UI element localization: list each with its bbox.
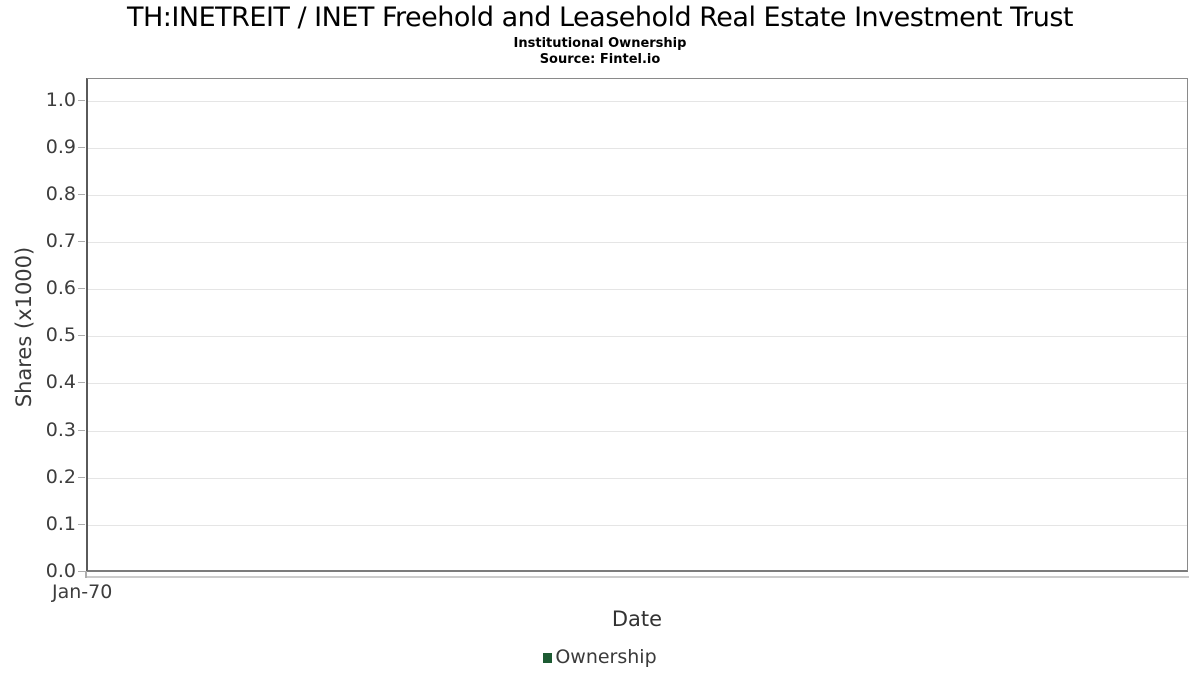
y-tick-mark: [78, 288, 85, 290]
y-tick-label: 0.1: [45, 512, 76, 535]
x-tick-label: Jan-70: [52, 581, 113, 603]
y-tick-mark: [78, 571, 85, 572]
y-tick-label: 0.2: [45, 465, 76, 488]
y-tick-mark: [78, 476, 85, 478]
y-tick-label: 0.4: [45, 371, 76, 394]
y-tick-mark: [78, 99, 85, 101]
gridline: [88, 524, 1187, 526]
x-axis-label: Date: [611, 607, 663, 631]
gridline: [88, 336, 1187, 338]
chart-subtitle: Institutional Ownership: [513, 36, 687, 51]
y-tick-mark: [78, 382, 85, 384]
y-tick-mark: [78, 335, 85, 337]
y-tick-label: 0.6: [45, 277, 76, 300]
chart-legend: Ownership: [0, 646, 1200, 668]
y-tick-label: 0.5: [45, 324, 76, 347]
chart-title: TH:INETREIT / INET Freehold and Leasehol…: [127, 2, 1073, 33]
y-tick-label: 0.9: [45, 135, 76, 158]
plot-area: [86, 78, 1188, 572]
y-tick-label: 1.0: [45, 88, 76, 111]
legend-item-ownership: Ownership: [543, 646, 657, 668]
gridline: [88, 289, 1187, 291]
gridline: [88, 147, 1187, 149]
gridline: [88, 241, 1187, 243]
gridline: [88, 430, 1187, 432]
x-axis-line: [86, 576, 1189, 578]
y-tick-mark: [78, 240, 85, 242]
gridline: [88, 194, 1187, 196]
gridline: [88, 477, 1187, 479]
gridline: [88, 383, 1187, 385]
gridline: [88, 100, 1187, 102]
chart-source-credit: Source: Fintel.io: [539, 52, 661, 67]
y-tick-label: 0.0: [45, 560, 76, 582]
y-axis-label: Shares (x1000): [12, 246, 36, 408]
y-tick-mark: [78, 429, 85, 431]
y-tick-mark: [78, 146, 85, 148]
y-tick-label: 0.3: [45, 418, 76, 441]
legend-label: Ownership: [555, 646, 657, 668]
y-tick-mark: [78, 193, 85, 195]
y-tick-mark: [78, 523, 85, 525]
legend-marker-square-icon: [543, 653, 553, 663]
x-tick-mark: [85, 571, 87, 578]
y-tick-label: 0.7: [45, 229, 76, 252]
y-tick-label: 0.8: [45, 182, 76, 205]
